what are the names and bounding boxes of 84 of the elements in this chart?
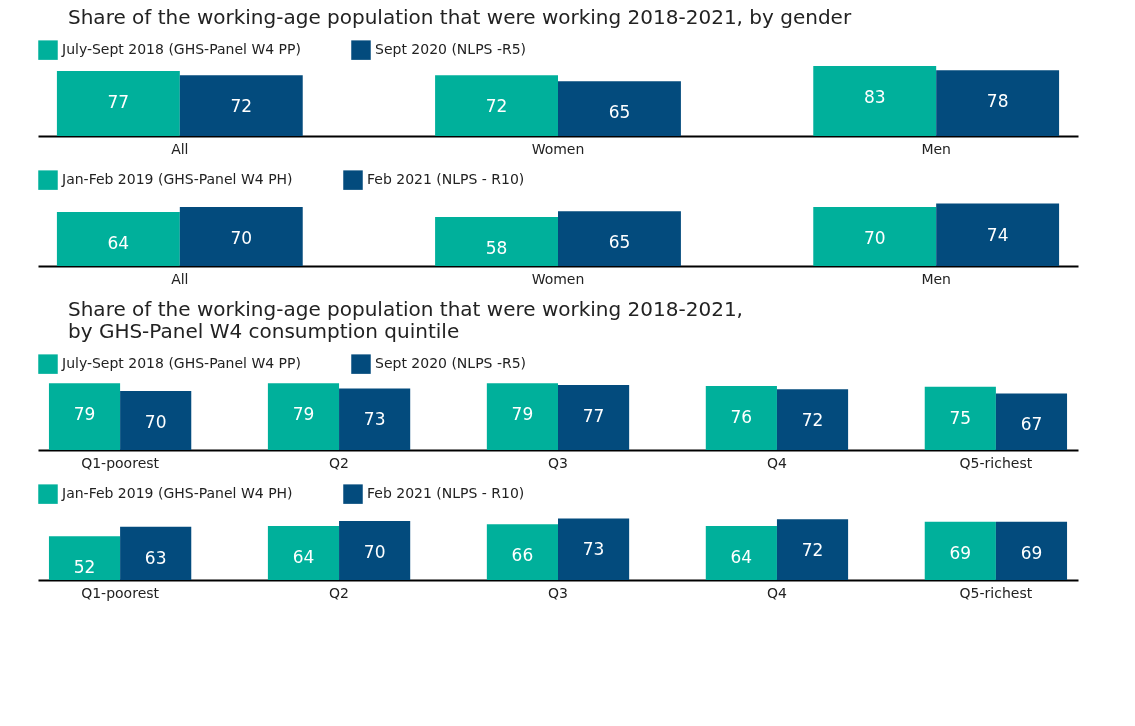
data-label: 65 [608,102,631,123]
data-label: 52 [73,557,96,578]
x-tick-label: Women [531,140,585,157]
x-tick-label: Q1-poorest [81,454,160,471]
data-label: 70 [230,227,253,248]
data-label: 72 [230,96,253,117]
bar [558,81,681,136]
x-tick-label: Q3 [548,584,568,601]
data-label: 64 [292,547,315,568]
x-tick-label: Q4 [766,584,787,601]
legend-label: Sept 2020 (NLPS -R5) [375,41,527,58]
data-label: 64 [107,233,130,254]
legend-label: Feb 2021 (NLPS - R10) [367,171,525,188]
data-label: 77 [107,92,130,113]
bar [558,518,630,580]
bar [995,393,1068,450]
x-tick-label: All [171,270,189,287]
bar [813,66,937,136]
legend-label: July-Sept 2018 (GHS-Panel W4 PP) [61,41,301,58]
bar [705,526,777,580]
legend-label: Sept 2020 (NLPS -R5) [375,355,527,372]
bar [48,536,121,580]
data-label: 73 [363,409,386,430]
legend-label: July-Sept 2018 (GHS-Panel W4 PP) [61,355,301,372]
bar [435,75,558,136]
bar [776,389,849,450]
bar [120,390,192,450]
data-label: 72 [801,410,824,431]
data-label: 69 [1020,542,1043,563]
data-label: 79 [73,404,96,425]
bar [267,526,340,580]
data-label: 76 [730,406,753,427]
bar [924,521,996,580]
bar [339,388,411,450]
data-label: 67 [1020,414,1043,435]
data-label: 70 [363,541,386,562]
data-label: 79 [511,404,534,425]
bar [776,519,849,580]
bar [120,526,192,580]
data-label: 63 [144,547,167,568]
data-label: 66 [511,545,534,566]
data-label: 64 [730,547,753,568]
bar [936,70,1060,136]
data-label: 83 [863,87,886,107]
data-label: 77 [582,406,605,427]
data-label: 65 [608,232,631,253]
data-label: 75 [949,407,972,428]
bar [924,386,996,450]
bar [486,524,558,580]
legend-label: Jan-Feb 2019 (GHS-Panel W4 PH) [61,485,293,502]
data-label: 79 [292,404,315,425]
bar [48,383,121,450]
bar [339,520,411,580]
data-label: 70 [144,411,167,432]
x-tick-label: All [171,140,189,157]
data-label: 58 [485,238,508,259]
bar [995,521,1068,580]
bar [179,75,303,136]
legend-label: Jan-Feb 2019 (GHS-Panel W4 PH) [61,171,293,188]
chart-title: Share of the working-age population that were working 2018-2021, by GHS-Panel W4 consumption quintile [68,297,743,343]
legend-label: Feb 2021 (NLPS - R10) [367,485,525,502]
x-tick-label: Men [921,270,951,287]
x-tick-label: Q2 [329,584,350,601]
data-label: 74 [986,224,1009,245]
data-label: 72 [801,540,824,561]
x-tick-label: Men [921,140,951,157]
x-tick-label: Q3 [548,454,568,471]
x-tick-label: Q1-poorest [81,584,160,601]
bar [56,71,180,136]
data-label: 70 [863,227,886,248]
data-label: 78 [986,91,1009,112]
data-label: 73 [582,539,605,560]
x-tick-label: Q4 [766,454,787,471]
chart-title: Share of the working-age population that were working 2018-2021, by gender [68,5,852,29]
x-tick-label: Q5-richest [959,584,1033,601]
x-tick-label: Q2 [329,454,350,471]
bar [267,383,340,450]
bar [558,385,630,450]
data-label: 69 [949,542,972,563]
bar [486,383,558,450]
x-tick-label: Q5-richest [959,454,1033,471]
x-tick-label: Women [531,270,585,287]
data-label: 72 [485,96,508,117]
bar [705,385,777,450]
